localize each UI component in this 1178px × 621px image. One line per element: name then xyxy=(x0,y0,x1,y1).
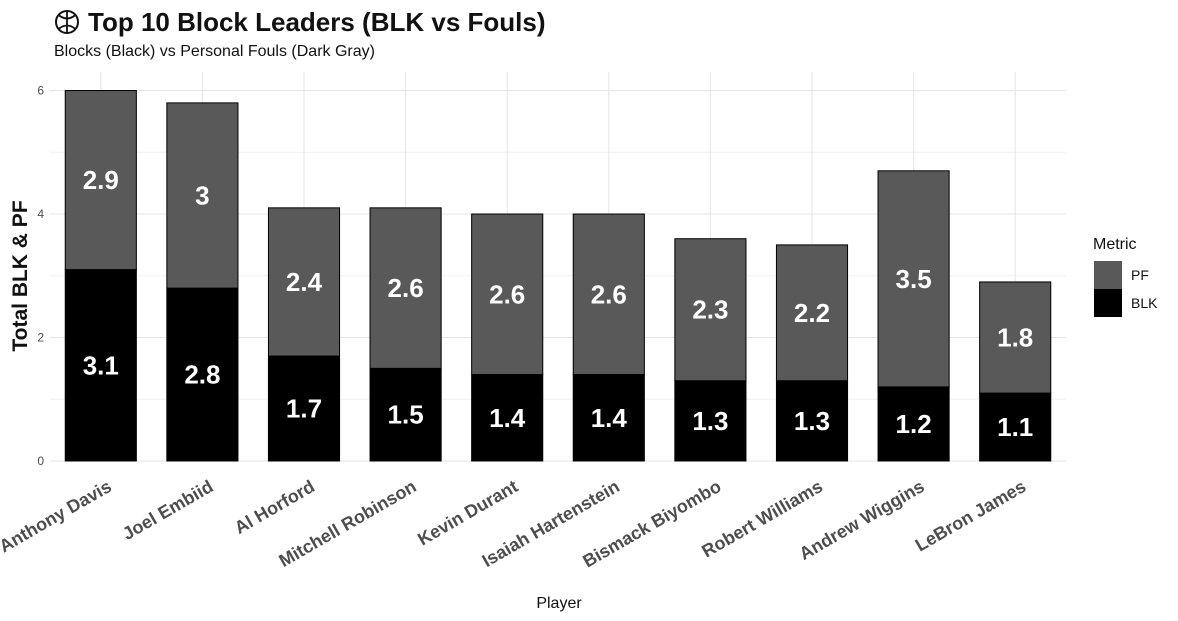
bar-label-blk: 1.4 xyxy=(591,403,628,433)
bar-label-blk: 2.8 xyxy=(184,360,220,390)
bar-label-pf: 2.6 xyxy=(388,273,424,303)
bar-pf xyxy=(877,170,950,388)
bar-blk xyxy=(369,367,442,462)
bar-label-blk: 1.5 xyxy=(388,400,424,430)
bar-label-blk: 1.4 xyxy=(489,403,526,433)
x-tick-label: Joel Embiid xyxy=(119,476,216,544)
bar-blk xyxy=(572,374,645,462)
legend: Metric PF BLK xyxy=(1093,236,1158,317)
bar-label-pf: 3.5 xyxy=(896,264,932,294)
bar-pf xyxy=(369,207,442,369)
bar-label-blk: 1.3 xyxy=(692,406,728,436)
y-tick-label: 0 xyxy=(37,454,44,468)
bar-pf xyxy=(674,238,747,382)
bar-pf xyxy=(471,213,544,376)
x-axis-ticks: Anthony Davis Joel Embiid Al HorfordMitche… xyxy=(0,476,1029,571)
y-tick-label: 2 xyxy=(37,331,44,345)
bar-blk xyxy=(979,392,1052,462)
bar-label-blk: 1.3 xyxy=(794,406,830,436)
chart-subtitle: Blocks (Black) vs Personal Fouls (Dark G… xyxy=(54,43,375,60)
bar-label-pf: 2.2 xyxy=(794,298,830,328)
chart-title: Top 10 Block Leaders (BLK vs Fouls) xyxy=(54,4,546,40)
bar-blk xyxy=(166,287,239,462)
legend-title: Metric xyxy=(1093,236,1137,253)
bar-label-pf: 2.3 xyxy=(692,295,728,325)
bar-blk xyxy=(877,386,950,462)
bar-pf xyxy=(979,281,1052,394)
x-tick-label: LeBron James xyxy=(912,476,1029,555)
chart-title-text: Top 10 Block Leaders (BLK vs Fouls) xyxy=(88,7,546,37)
bar-label-pf: 3 xyxy=(195,180,209,210)
x-tick-label: Anthony Davis xyxy=(0,476,115,556)
y-axis-ticks: 0 2 4 6 xyxy=(37,84,44,468)
legend-key-blk xyxy=(1094,289,1122,317)
bar-blk xyxy=(775,380,849,462)
bar-blk xyxy=(674,380,747,462)
bar-pf xyxy=(166,102,239,289)
bar-label-blk: 1.1 xyxy=(997,412,1033,442)
bar-label-pf: 2.4 xyxy=(286,267,323,297)
legend-label-pf: PF xyxy=(1131,267,1149,283)
y-tick-label: 4 xyxy=(37,207,44,221)
y-tick-label: 6 xyxy=(37,84,44,98)
x-axis-title: Player xyxy=(536,595,582,612)
bar-pf xyxy=(64,90,137,271)
legend-key-pf xyxy=(1094,261,1122,289)
x-tick-label: Al Horford xyxy=(231,476,318,538)
bar-blk xyxy=(64,269,137,462)
bar-label-blk: 1.2 xyxy=(896,409,932,439)
legend-label-blk: BLK xyxy=(1131,295,1158,311)
y-axis-title: Total BLK & PF xyxy=(9,200,32,351)
bars xyxy=(64,90,1052,462)
bar-label-pf: 2.6 xyxy=(591,279,627,309)
bar-labels: 3.1 2.9 2.8 3 1.7 2.4 1.5 2.6 1.4 2.6 1.4 2.6 1.3 2.3… xyxy=(83,165,1034,442)
bar-pf xyxy=(267,207,341,357)
bar-pf xyxy=(572,213,645,376)
bar-blk xyxy=(471,374,544,462)
bar-label-pf: 2.6 xyxy=(489,279,525,309)
basketball-icon xyxy=(55,10,79,34)
bar-label-blk: 1.7 xyxy=(286,394,322,424)
bar-label-pf: 1.8 xyxy=(997,323,1033,353)
bar-label-pf: 2.9 xyxy=(83,165,119,195)
bar-pf xyxy=(775,244,849,382)
bar-label-blk: 3.1 xyxy=(83,350,119,380)
bar-blk xyxy=(267,355,341,462)
